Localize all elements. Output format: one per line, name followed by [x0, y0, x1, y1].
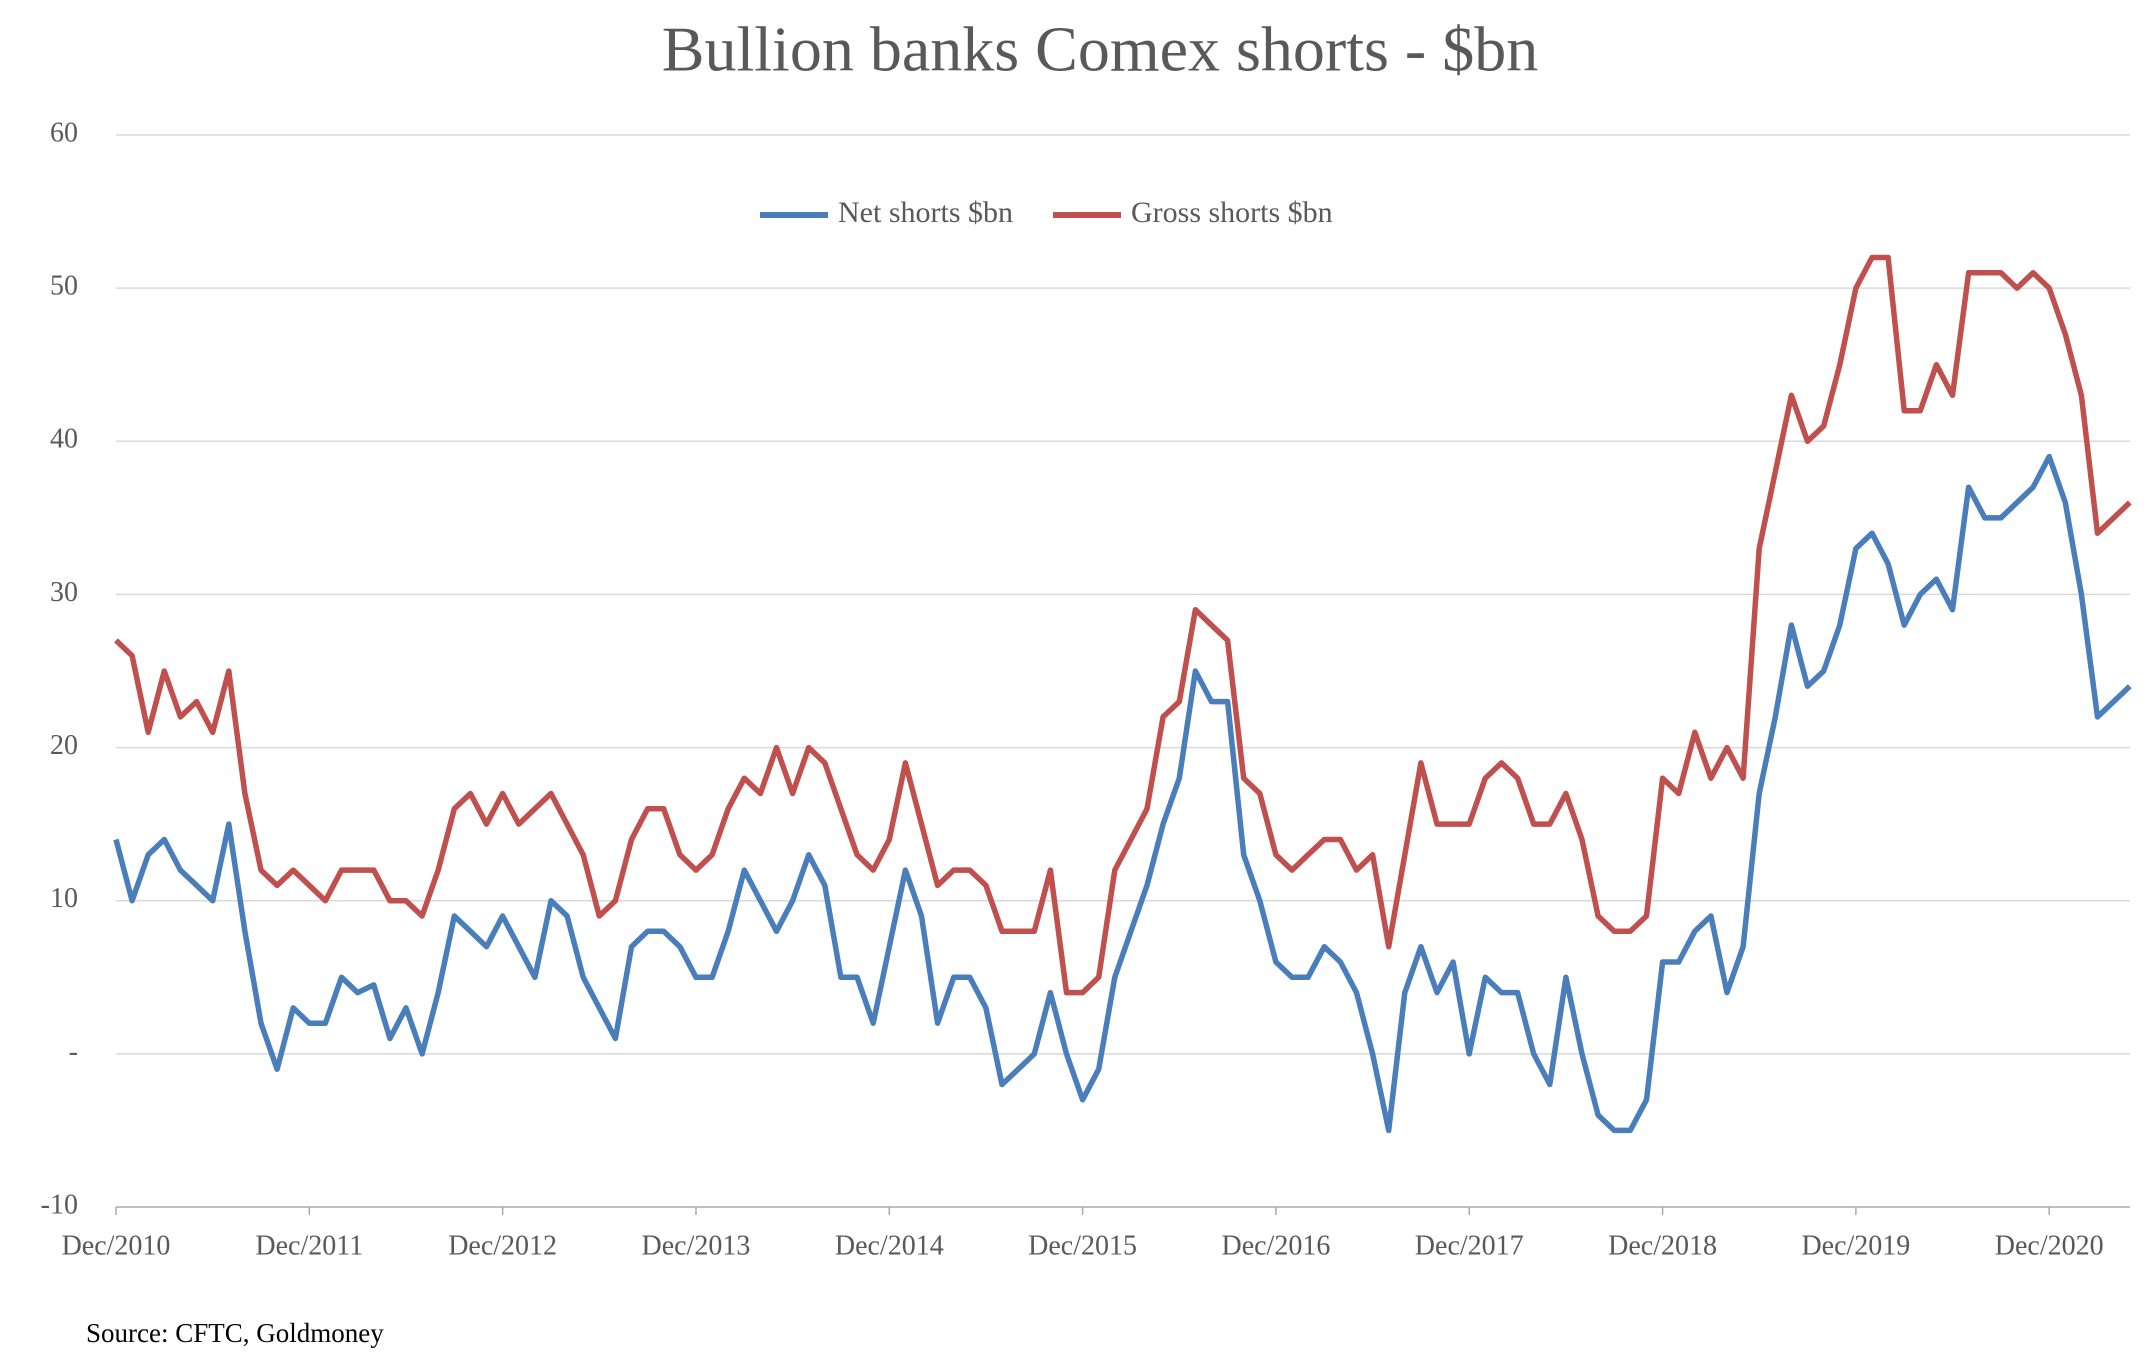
y-tick-label: -10	[41, 1189, 78, 1220]
series-line	[113, 453, 2132, 1134]
x-tick-label: Dec/2012	[448, 1230, 557, 1261]
x-tick-label: Dec/2018	[1608, 1230, 1717, 1261]
x-tick-label: Dec/2020	[1995, 1230, 2104, 1261]
x-tick-label: Dec/2014	[835, 1230, 944, 1261]
y-tick-label: 10	[50, 883, 78, 914]
x-tick-label: Dec/2016	[1221, 1230, 1330, 1261]
legend-label: Gross shorts $bn	[1131, 196, 1333, 229]
chart-title: Bullion banks Comex shorts - $bn	[662, 14, 1538, 85]
y-tick-label: -	[69, 1036, 78, 1067]
x-tick-label: Dec/2011	[255, 1230, 363, 1261]
series-line	[114, 254, 2132, 996]
source-note: Source: CFTC, Goldmoney	[86, 1318, 384, 1348]
x-tick-label: Dec/2017	[1415, 1230, 1524, 1261]
y-tick-label: 20	[50, 730, 78, 761]
x-tick-label: Dec/2015	[1028, 1230, 1137, 1261]
y-tick-label: 60	[50, 117, 78, 148]
legend-label: Net shorts $bn	[838, 196, 1013, 229]
x-tick-label: Dec/2013	[642, 1230, 751, 1261]
y-tick-label: 50	[50, 271, 78, 302]
x-tick-label: Dec/2019	[1801, 1230, 1910, 1261]
y-tick-label: 30	[50, 577, 78, 608]
y-tick-label: 40	[50, 424, 78, 455]
x-tick-label: Dec/2010	[62, 1230, 171, 1261]
